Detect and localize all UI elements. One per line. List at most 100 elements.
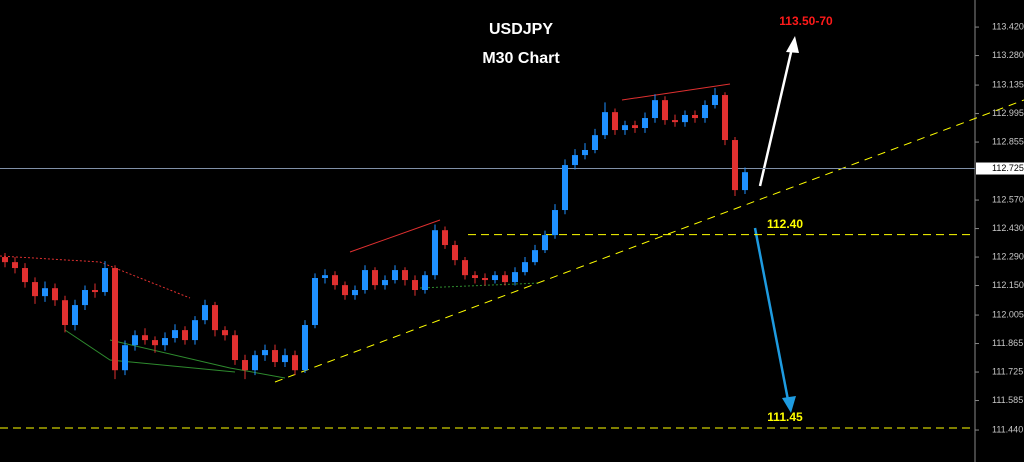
candle-body [692,114,698,119]
candle-body [702,105,708,119]
candle-body [192,320,198,341]
candle-body [652,100,658,119]
plot [0,88,975,429]
y-tick-label: 112.005 [992,309,1024,319]
y-tick-label: 111.585 [992,395,1023,405]
candle-body [392,270,398,281]
up-arrow-head [786,36,799,53]
candle-body [582,149,588,156]
candle-body [112,268,118,371]
candle-body [102,268,108,293]
pattern-line [419,282,541,289]
candle-body [412,280,418,291]
candle-body [62,300,68,326]
y-tick-label: 111.865 [992,338,1023,348]
down-arrow-head [782,396,796,413]
y-tick-label: 112.570 [992,194,1024,204]
pattern-line [621,83,731,101]
candle-body [402,270,408,281]
candle-body [222,330,228,336]
candle-body [472,275,478,279]
up-arrow [758,47,794,187]
chart-title: USDJPY [489,21,553,38]
candle-body [292,355,298,371]
candle-body [612,112,618,131]
candle-body [82,290,88,306]
candle-body [672,120,678,123]
pattern-line [0,255,191,299]
candle-body [482,278,488,281]
candle-body [432,230,438,276]
candle-body [522,262,528,273]
current-price-label: 112.725 [992,163,1024,173]
candle-body [552,210,558,236]
candle-body [382,280,388,286]
y-tick-label: 111.440 [992,424,1023,434]
current-price-box [976,162,1024,175]
candle-body [162,338,168,346]
candle-body [512,272,518,283]
candle-body [352,290,358,296]
candle-body [92,290,98,293]
candle-body [152,340,158,346]
candle-body [312,278,318,326]
pattern-line [109,339,286,379]
candle-body [602,112,608,136]
candle-body [72,305,78,326]
candle-body [282,355,288,363]
candle-body [142,335,148,341]
y-tick-label: 112.995 [992,108,1024,118]
candle-body [492,275,498,281]
trend-line [274,99,1024,383]
y-tick-label: 112.290 [992,251,1024,261]
chart-subtitle: M30 Chart [482,50,560,67]
candle-body [252,355,258,371]
candle-body [12,262,18,269]
candle-body [592,135,598,150]
candle-body [742,172,748,191]
candle-body [502,275,508,283]
candle-body [572,155,578,166]
target-label: 113.50-70 [779,14,833,28]
candle-body [662,100,668,121]
candle-body [2,257,8,263]
candle-body [722,95,728,141]
candle-body [342,285,348,296]
candle-body [42,288,48,297]
candle-body [22,268,28,283]
y-tick-label: 111.725 [992,366,1023,376]
y-tick-label: 113.420 [992,21,1024,31]
candle-body [562,165,568,211]
candle-body [682,114,688,123]
candle-body [622,125,628,131]
candle-body [732,140,738,191]
y-tick-label: 113.280 [992,50,1024,60]
candle-body [332,275,338,286]
candle-body [302,325,308,371]
candle-body [442,230,448,246]
candle-body [712,95,718,106]
candle-body [202,305,208,321]
candle-body [462,260,468,276]
candle-body [422,275,428,291]
down-arrow [753,227,790,401]
y-tick-label: 113.135 [992,79,1024,89]
candle-body [32,282,38,297]
pattern-line [64,329,236,373]
candle-body [272,350,278,363]
level-label: 111.45 [767,410,803,424]
candle-body [322,275,328,279]
candle-body [372,270,378,286]
y-tick-label: 112.430 [992,223,1024,233]
candle-body [532,250,538,263]
y-tick-label: 112.855 [992,136,1024,146]
candle-body [632,125,638,129]
candle-body [262,350,268,356]
candle-body [52,288,58,301]
candle-body [452,245,458,261]
candle-body [122,345,128,371]
candle-body [542,235,548,251]
y-tick-label: 112.150 [992,280,1024,290]
candle-body [172,330,178,339]
candle-body [362,270,368,291]
